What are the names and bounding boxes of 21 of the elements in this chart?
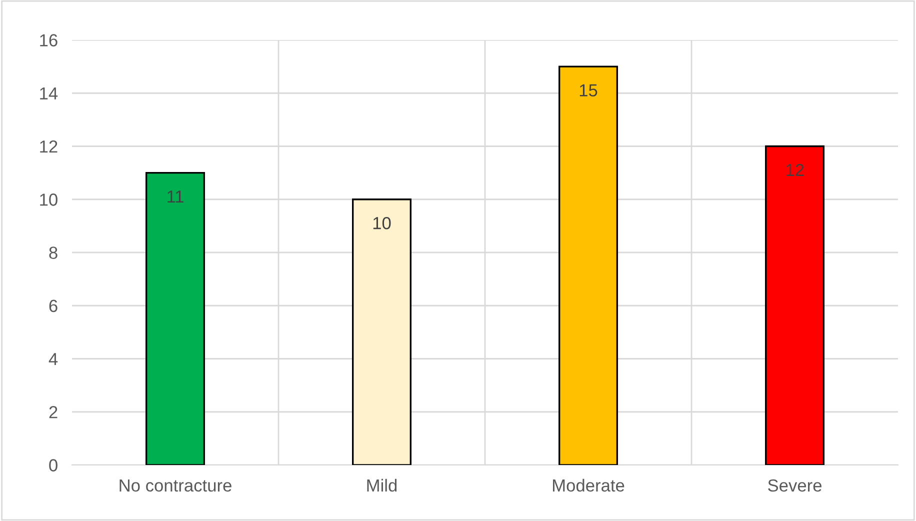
y-tick-label: 14 [40,87,58,100]
y-tick-label: 6 [49,300,58,312]
y-tick-label: 0 [49,459,58,472]
x-tick-label: No contracture [120,480,232,492]
x-tick-label: Severe [768,479,822,492]
x-tick-label: Mild [367,478,397,492]
bar [352,198,412,465]
data-label: 10 [373,216,391,230]
y-tick-label: 16 [40,34,58,46]
y-tick-label: 8 [49,246,58,259]
y-tick-label: 12 [40,140,58,153]
bar [765,145,824,465]
y-tick-label: 2 [49,406,58,418]
data-label: 15 [580,84,598,96]
data-label: 11 [168,190,184,203]
data-label: 12 [786,164,804,176]
bar [558,66,618,465]
x-tick-label: Moderate [553,478,624,492]
bar [146,172,205,465]
y-tick-label: 10 [40,194,58,206]
y-tick-label: 4 [48,353,58,366]
